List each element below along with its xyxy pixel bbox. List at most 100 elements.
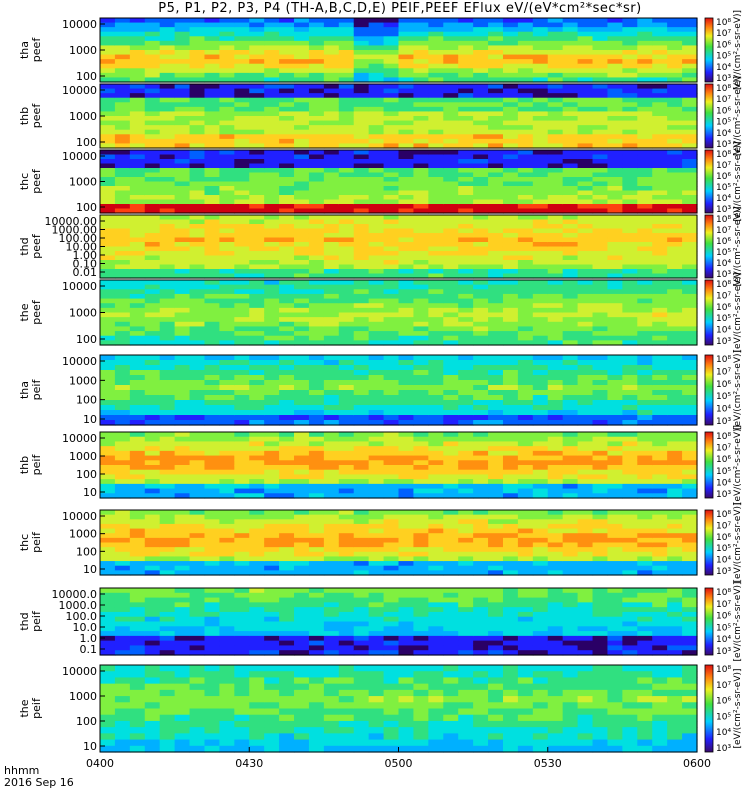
heatmap-cell (547, 237, 564, 243)
heatmap-cell (652, 22, 668, 28)
heatmap-cell (488, 168, 504, 174)
heatmap-cell (398, 102, 415, 108)
heatmap-cell (682, 251, 698, 257)
heatmap-cell (413, 640, 429, 647)
heatmap-cell (129, 556, 146, 562)
heatmap-cell (562, 483, 579, 490)
heatmap-cell (264, 321, 280, 328)
heatmap-cell (353, 120, 370, 126)
panel-label: thbpeef (18, 103, 43, 129)
heatmap-cell (667, 565, 683, 571)
panel-frame (99, 354, 698, 426)
heatmap-cell (682, 54, 698, 60)
heatmap-cell (607, 326, 623, 332)
heatmap-cell (159, 523, 176, 530)
heatmap-cell (398, 432, 415, 438)
heatmap-cell (114, 93, 131, 99)
heatmap-cell (189, 298, 206, 304)
heatmap-cell (114, 519, 131, 525)
heatmap-cell (338, 224, 355, 230)
heatmap-cell (667, 40, 683, 47)
heatmap-cell (398, 233, 415, 239)
heatmap-cell (234, 570, 250, 576)
heatmap-cell (413, 255, 429, 261)
heatmap-cell (174, 317, 191, 323)
heatmap-cell (562, 93, 579, 99)
heatmap-cell (114, 635, 131, 642)
heatmap-cell (100, 63, 116, 69)
colorbar-tick-label: 10⁵ (716, 467, 731, 477)
heatmap-cell (308, 360, 325, 366)
heatmap-cell (323, 479, 340, 485)
heatmap-cell (219, 523, 235, 530)
heatmap-cell (219, 186, 235, 192)
heatmap-cell (473, 432, 489, 438)
heatmap-cell (547, 556, 564, 562)
heatmap-cell (443, 237, 459, 243)
heatmap-cell (637, 264, 653, 270)
heatmap-cell (219, 460, 235, 466)
heatmap-cell (219, 375, 235, 381)
heatmap-cell (532, 380, 549, 386)
heatmap-cell (398, 293, 415, 300)
heatmap-cell (264, 420, 280, 426)
heatmap-cell (443, 36, 459, 42)
heatmap-cell (473, 50, 489, 56)
heatmap-cell (174, 436, 191, 443)
heatmap-cell (264, 570, 280, 576)
heatmap-cell (159, 360, 176, 366)
heatmap-cell (353, 264, 370, 270)
heatmap-cell (159, 120, 176, 126)
heatmap-cell (264, 106, 280, 113)
heatmap-cell (353, 293, 370, 300)
heatmap-cell (249, 542, 265, 548)
heatmap-cell (607, 293, 623, 300)
heatmap-cell (189, 395, 206, 401)
heatmap-cell (413, 469, 429, 476)
heatmap-cell (562, 446, 579, 452)
heatmap-cell (502, 138, 519, 145)
heatmap-cell (174, 199, 191, 205)
heatmap-cell (488, 479, 504, 485)
heatmap-cell (443, 45, 459, 51)
heatmap-cell (383, 479, 400, 485)
heatmap-cell (338, 355, 355, 361)
heatmap-cell (473, 154, 489, 160)
heatmap-cell (338, 237, 355, 243)
heatmap-cell (129, 150, 146, 156)
heatmap-cell (264, 303, 280, 309)
heatmap-cell (488, 204, 504, 210)
heatmap-cell (279, 446, 295, 452)
heatmap-cell (338, 77, 355, 83)
heatmap-cell (144, 50, 161, 56)
heatmap-cell (532, 138, 549, 145)
heatmap-cell (174, 22, 191, 28)
heatmap-cell (279, 616, 295, 623)
heatmap-cell (532, 134, 549, 140)
heatmap-cell (114, 255, 131, 261)
heatmap-cell (338, 370, 355, 376)
heatmap-cell (114, 528, 131, 534)
heatmap-cell (279, 514, 295, 520)
heatmap-cell (264, 260, 280, 266)
heatmap-cell (637, 547, 653, 553)
heatmap-cell (100, 116, 116, 122)
heatmap-cell (144, 181, 161, 187)
heatmap-cell (279, 551, 295, 558)
heatmap-cell (174, 650, 191, 656)
heatmap-cell (517, 264, 534, 270)
heatmap-cell (353, 650, 370, 656)
heatmap-cell (622, 479, 638, 485)
heatmap-cell (667, 474, 683, 480)
heatmap-cell (174, 228, 191, 234)
heatmap-cell (323, 537, 340, 544)
heatmap-cell (129, 597, 146, 603)
heatmap-cell (488, 551, 504, 558)
heatmap-cell (458, 312, 474, 318)
heatmap-cell (667, 523, 683, 530)
heatmap-cell (607, 228, 623, 234)
heatmap-cell (607, 410, 623, 416)
heatmap-cell (159, 307, 176, 314)
heatmap-cell (219, 592, 235, 599)
heatmap-cell (517, 125, 534, 131)
